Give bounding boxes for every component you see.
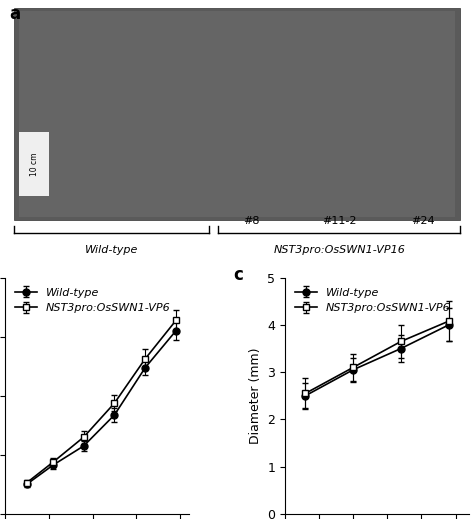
FancyBboxPatch shape <box>5 3 469 227</box>
Text: a: a <box>9 5 20 23</box>
Text: #11-2: #11-2 <box>322 216 356 226</box>
FancyBboxPatch shape <box>14 8 460 220</box>
Text: c: c <box>233 266 243 284</box>
Legend: Wild-type, NST3pro:OsSWN1-VP6: Wild-type, NST3pro:OsSWN1-VP6 <box>10 283 175 318</box>
FancyBboxPatch shape <box>18 132 49 196</box>
Text: Wild-type: Wild-type <box>85 245 138 255</box>
Text: #8: #8 <box>243 216 259 226</box>
Y-axis label: Diameter (mm): Diameter (mm) <box>249 348 262 444</box>
Text: 10 cm: 10 cm <box>29 152 38 176</box>
Text: #24: #24 <box>411 216 435 226</box>
Text: NST3pro:OsSWN1-VP16: NST3pro:OsSWN1-VP16 <box>273 245 405 255</box>
FancyBboxPatch shape <box>18 10 456 217</box>
Legend: Wild-type, NST3pro:OsSWN1-VP6: Wild-type, NST3pro:OsSWN1-VP6 <box>291 283 455 318</box>
